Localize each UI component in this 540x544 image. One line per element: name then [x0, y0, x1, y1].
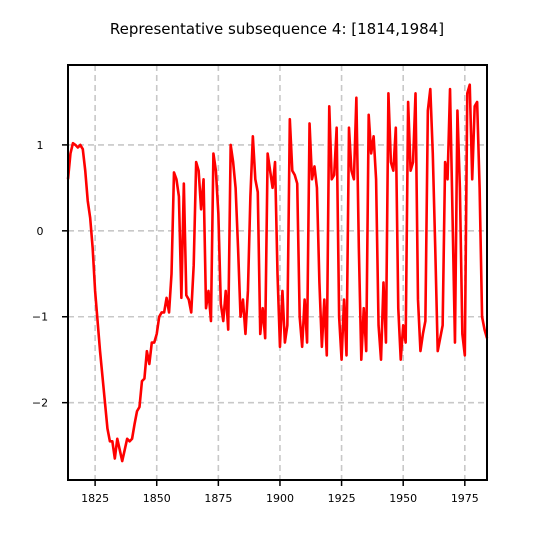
- x-tick-label: 1875: [204, 492, 232, 505]
- x-tick-label: 1925: [328, 492, 356, 505]
- chart-title: Representative subsequence 4: [1814,1984…: [110, 20, 444, 38]
- y-tick-label: 0: [37, 225, 44, 238]
- y-tick-label: −2: [32, 397, 48, 410]
- y-tick-label: 1: [37, 139, 44, 152]
- x-tick-label: 1950: [389, 492, 417, 505]
- x-tick-label: 1850: [143, 492, 171, 505]
- x-tick-label: 1825: [81, 492, 109, 505]
- data-line: [66, 83, 489, 463]
- y-tick-label: −1: [32, 311, 48, 324]
- x-tick-label: 1975: [451, 492, 479, 505]
- x-tick-label: 1900: [266, 492, 294, 505]
- plot-frame: [67, 64, 488, 481]
